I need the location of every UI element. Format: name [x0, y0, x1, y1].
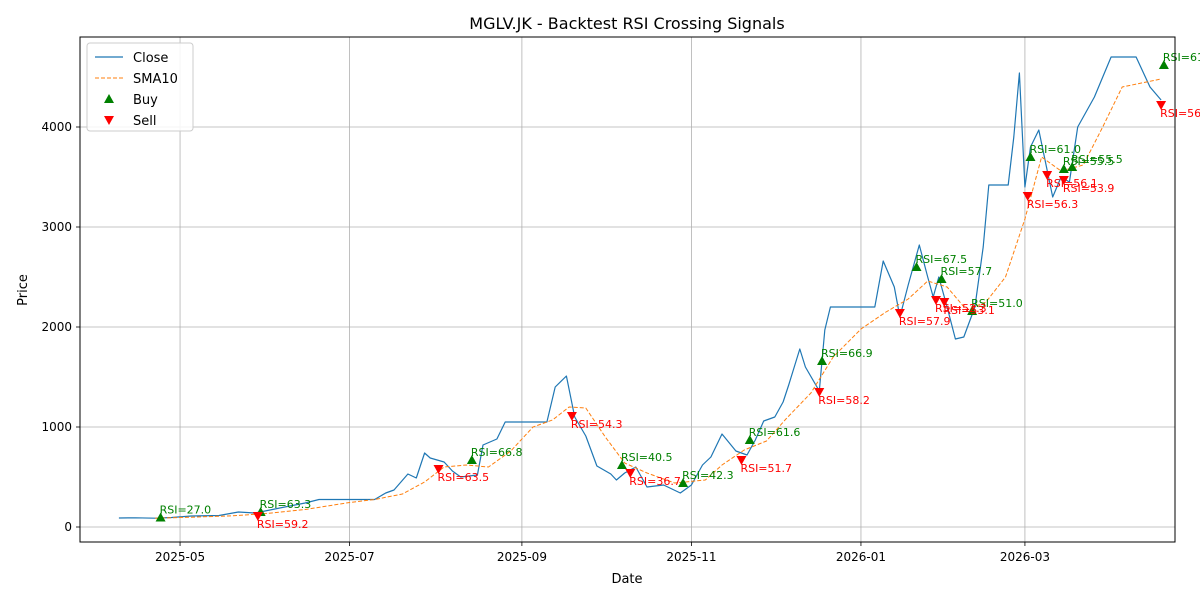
- y-tick-label: 2000: [41, 320, 72, 334]
- buy-label: RSI=27.0: [160, 504, 212, 517]
- sell-marker: [252, 512, 263, 521]
- legend-swatch-sell: [104, 116, 114, 125]
- buy-marker: [936, 274, 947, 283]
- y-axis-label: Price: [16, 274, 31, 306]
- sell-label: RSI=53.1: [943, 304, 995, 317]
- x-tick-label: 2025-05: [155, 550, 205, 564]
- y-tick-label: 4000: [41, 120, 72, 134]
- y-tick-label: 1000: [41, 420, 72, 434]
- x-axis-label: Date: [611, 572, 642, 587]
- buy-marker: [678, 478, 689, 487]
- buy-label: RSI=42.3: [682, 469, 734, 482]
- buy-marker: [911, 262, 922, 271]
- sell-label: RSI=56.1: [1160, 107, 1200, 120]
- sell-label: RSI=63.5: [438, 471, 490, 484]
- x-tick-label: 2025-07: [325, 550, 375, 564]
- legend-box: [86, 42, 194, 132]
- buy-marker: [1158, 60, 1169, 69]
- buy-marker: [817, 356, 828, 365]
- buy-label: RSI=61.6: [749, 426, 801, 439]
- series-line-close: [118, 56, 1162, 519]
- buy-marker: [155, 512, 166, 522]
- grid-layer: [80, 37, 1175, 542]
- sell-label: RSI=51.7: [740, 462, 792, 475]
- sell-marker: [736, 456, 747, 465]
- signal-markers: RSI=27.0 RSI=63.3 RSI=66.8 RSI=40.5 RSI=42.3…: [155, 51, 1200, 531]
- legend-label: SMA10: [133, 72, 178, 87]
- y-tick-label: 3000: [41, 220, 72, 234]
- sell-label: RSI=54.3: [571, 418, 623, 431]
- legend: Close SMA10 Buy Sell: [86, 42, 194, 132]
- plot-frame: [79, 36, 1176, 543]
- series-line-sma10: [154, 78, 1162, 519]
- sell-marker: [894, 309, 905, 318]
- buy-label: RSI=61.9: [1163, 51, 1200, 64]
- legend-label: Sell: [133, 114, 156, 129]
- legend-swatch-buy: [104, 94, 114, 103]
- legend-label: Buy: [133, 93, 158, 108]
- sell-marker: [930, 296, 941, 305]
- sell-marker: [625, 469, 636, 478]
- sell-label: RSI=57.9: [899, 315, 951, 328]
- buy-label: RSI=63.3: [260, 498, 312, 511]
- legend-label: Close: [133, 51, 168, 66]
- buy-label: RSI=66.8: [471, 446, 523, 459]
- buy-label: RSI=55.5: [1071, 153, 1123, 166]
- sell-marker: [1022, 192, 1033, 201]
- buy-marker: [616, 460, 627, 469]
- y-tick-label: 0: [64, 520, 72, 534]
- buy-label: RSI=66.9: [821, 347, 873, 360]
- buy-label: RSI=57.7: [941, 265, 993, 278]
- sell-marker: [1042, 171, 1053, 180]
- sell-label: RSI=56.1: [1046, 177, 1098, 190]
- chart-title: MGLV.JK - Backtest RSI Crossing Signals: [469, 14, 784, 33]
- sell-label: RSI=56.3: [1027, 198, 1079, 211]
- series-layer: [118, 56, 1162, 519]
- buy-marker: [1058, 164, 1069, 173]
- buy-marker: [967, 306, 978, 315]
- x-tick-label: 2025-11: [666, 550, 716, 564]
- buy-label: RSI=61.0: [1029, 143, 1081, 156]
- sell-marker: [1156, 101, 1167, 110]
- x-tick-label: 2026-01: [836, 550, 886, 564]
- sell-marker: [939, 298, 950, 307]
- buy-marker: [744, 435, 755, 444]
- axis-ticks: 2025-05 2025-07 2025-09 2025-11 2026-01 2026-…: [41, 120, 1050, 564]
- sell-label: RSI=36.7: [629, 475, 681, 488]
- sell-marker: [433, 465, 444, 474]
- x-tick-label: 2025-09: [497, 550, 547, 564]
- sell-label: RSI=59.2: [257, 518, 309, 531]
- x-tick-label: 2026-03: [1000, 550, 1050, 564]
- buy-label: RSI=67.5: [916, 253, 968, 266]
- sell-label: RSI=52.3: [935, 302, 987, 315]
- sell-label: RSI=58.2: [818, 394, 870, 407]
- sell-marker: [814, 388, 825, 397]
- buy-marker: [466, 455, 477, 464]
- buy-marker: [1025, 152, 1036, 161]
- sell-marker: [566, 412, 577, 421]
- sell-label: RSI=53.9: [1063, 182, 1115, 195]
- buy-label: RSI=40.5: [621, 451, 673, 464]
- sell-marker: [1058, 176, 1069, 185]
- buy-label: RSI=55.5: [1063, 155, 1115, 168]
- buy-marker: [1067, 162, 1078, 171]
- buy-label: RSI=51.0: [971, 297, 1023, 310]
